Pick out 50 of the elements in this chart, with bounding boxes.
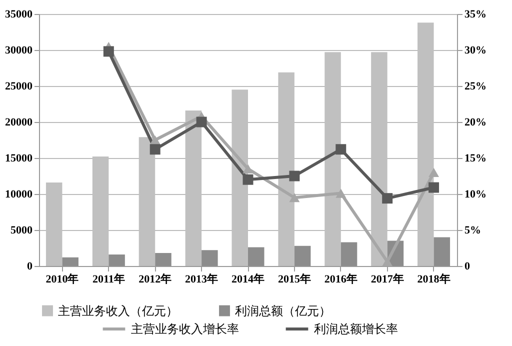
y2-tick-label: 30%: [464, 44, 486, 56]
point: [428, 182, 440, 193]
point: [150, 144, 160, 155]
legend-label: 主营业务收入增长率: [131, 322, 239, 336]
legend-label: 主营业务收入（亿元）: [58, 304, 178, 318]
x-tick-label: 2013年: [185, 272, 218, 286]
point: [289, 193, 300, 202]
x-tick-label: 2017年: [370, 272, 404, 286]
point: [382, 257, 393, 266]
y2-tick-label: 20%: [464, 116, 486, 128]
y2-tick-label: 15%: [464, 152, 486, 164]
y-tick-label: 30000: [5, 44, 33, 56]
bar: [155, 253, 172, 266]
point: [242, 174, 254, 185]
bar: [434, 237, 450, 266]
bar: [108, 254, 125, 266]
point: [289, 170, 300, 182]
x-tick-label: 2016年: [324, 272, 358, 286]
point: [382, 193, 393, 204]
y2-tick-label: 10%: [464, 188, 486, 200]
legend-label: 利润总额（亿元）: [235, 304, 331, 318]
y2-tick-label: 5%: [464, 224, 481, 236]
point: [336, 188, 346, 198]
y-tick-label: 15000: [5, 152, 33, 164]
x-tick-label: 2010年: [46, 272, 79, 286]
point: [428, 168, 440, 177]
x-tick-label: 2014年: [232, 272, 264, 286]
y-tick-label: 25000: [5, 80, 33, 92]
y2-tick-label: 0: [464, 260, 470, 272]
bar: [62, 257, 78, 266]
x-tick-label: 2011年: [92, 272, 125, 286]
bar: [202, 250, 218, 266]
y-tick-label: 5000: [10, 224, 33, 236]
point: [336, 144, 346, 155]
bar: [340, 242, 358, 266]
x-tick-label: 2012年: [138, 272, 172, 286]
point: [242, 164, 254, 174]
y-tick-label: 0: [27, 260, 33, 272]
y-tick-label: 35000: [5, 8, 33, 20]
y-tick-label: 10000: [5, 188, 33, 200]
bar: [294, 246, 311, 266]
bar: [248, 247, 264, 266]
y-tick-label: 20000: [5, 116, 33, 128]
y2-tick-label: 25%: [464, 80, 486, 92]
point: [103, 46, 114, 57]
point: [196, 116, 207, 128]
legend-label: 利润总额增长率: [314, 322, 398, 336]
x-tick-label: 2015年: [278, 272, 311, 286]
y2-tick-label: 35%: [464, 8, 486, 20]
x-tick-label: 2018年: [417, 272, 450, 286]
